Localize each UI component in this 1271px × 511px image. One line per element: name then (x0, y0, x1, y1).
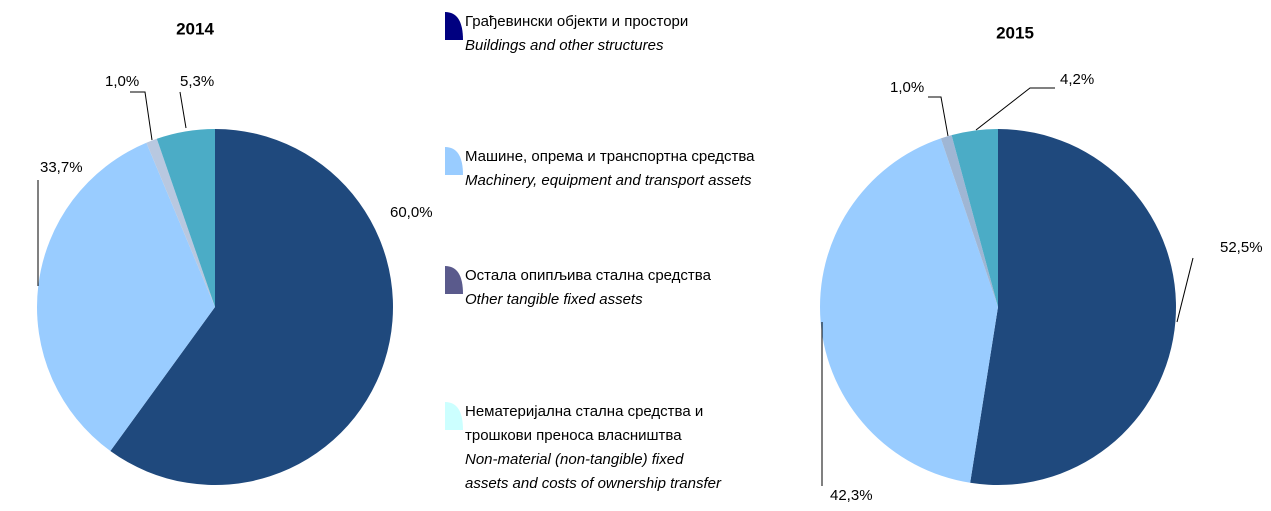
data-label: 4,2% (1060, 71, 1094, 88)
pie-slice (940, 135, 998, 307)
data-label: 60,0% (390, 204, 433, 221)
pie-slice (951, 129, 998, 307)
chart-title: 2015 (996, 23, 1034, 42)
legend-label-en: Machinery, equipment and transport asset… (465, 172, 752, 189)
legend-label: трошкови преноса власништва (465, 427, 682, 444)
legend-label-en: Buildings and other structures (465, 37, 664, 54)
data-label: 33,7% (40, 159, 83, 176)
data-label: 1,0% (890, 79, 924, 96)
legend-label: Остала опипљива стална средства (465, 267, 712, 284)
chart-title: 2014 (176, 19, 214, 38)
legend-label: Машине, опрема и транспортна средства (465, 148, 755, 165)
leader-line (130, 91, 153, 141)
legend-icon (445, 12, 463, 40)
data-label: 1,0% (105, 73, 139, 90)
pie-slice (970, 129, 1176, 485)
data-label: 52,5% (1220, 239, 1263, 256)
legend-label: Нематеријална стална средства и (465, 403, 703, 420)
leader-line (1176, 257, 1194, 323)
legend-label: Грађевински објекти и простори (465, 13, 688, 30)
legend-label-en: assets and costs of ownership transfer (465, 475, 722, 492)
leader-line (179, 91, 187, 129)
leader-line (975, 87, 1055, 131)
data-label: 5,3% (180, 73, 214, 90)
pie-slice (819, 138, 998, 483)
legend-icon (445, 402, 463, 430)
legend-icon (445, 266, 463, 294)
pie-slice (146, 138, 215, 307)
pie-slice (36, 142, 216, 452)
pie-slice (156, 129, 215, 307)
data-label: 42,3% (830, 487, 873, 504)
legend-label-en: Non-material (non-tangible) fixed (465, 451, 684, 468)
legend-label-en: Other tangible fixed assets (465, 291, 643, 308)
pie-slice (110, 129, 394, 485)
legend-icon (445, 147, 463, 175)
leader-line (928, 96, 949, 137)
